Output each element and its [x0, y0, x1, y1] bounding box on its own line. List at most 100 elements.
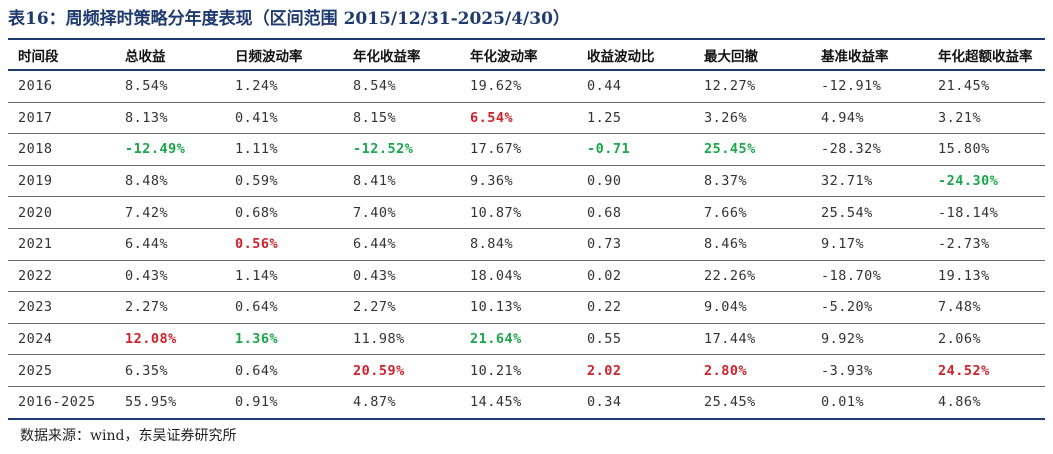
value-cell: 6.35% — [115, 354, 225, 387]
value-cell: 8.54% — [343, 70, 460, 103]
value-cell: 20.59% — [343, 354, 460, 387]
period-cell: 2016-2025 — [8, 386, 115, 420]
data-source-note: 数据来源：wind，东吴证券研究所 — [20, 428, 237, 444]
value-cell: 1.36% — [225, 323, 343, 356]
value-cell: 0.59% — [225, 165, 343, 198]
value-cell: 6.44% — [115, 228, 225, 261]
table-row: 2019 8.48% 0.59% 8.41% 9.36% 0.90 8.37% 32.71% -… — [8, 165, 1045, 198]
value-cell: 19.13% — [928, 260, 1045, 293]
period-cell: 2017 — [8, 102, 115, 135]
value-cell: 17.44% — [694, 323, 811, 356]
value-cell: 21.45% — [928, 70, 1045, 103]
value-cell: 0.64% — [225, 291, 343, 324]
period-cell: 2020 — [8, 196, 115, 229]
value-cell: 0.41% — [225, 102, 343, 135]
table-row: 2017 8.13% 0.41% 8.15% 6.54% 1.25 3.26% 4.94% 3.… — [8, 102, 1045, 135]
table-row: 2016 8.54% 1.24% 8.54% 19.62% 0.44 12.27% -12.9… — [8, 70, 1045, 103]
table-row: 2023 2.27% 0.64% 2.27% 10.13% 0.22 9.04% -5.20%… — [8, 291, 1045, 324]
value-cell: 2.02 — [577, 354, 694, 387]
value-cell: 8.84% — [460, 228, 577, 261]
value-cell: 8.37% — [694, 165, 811, 198]
value-cell: 0.22 — [577, 291, 694, 324]
value-cell: 0.64% — [225, 354, 343, 387]
performance-table: 时间段 总收益 日频波动率 年化收益率 年化波动率 收益波动比 最大回撤 基准收益率 年化超额收… — [8, 38, 1045, 420]
period-cell: 2024 — [8, 323, 115, 356]
table-row: 2024 12.08% 1.36% 11.98% 21.64% 0.55 17.44% 9.9… — [8, 323, 1045, 356]
value-cell: 6.54% — [460, 102, 577, 135]
value-cell: 0.68 — [577, 196, 694, 229]
value-cell: 8.13% — [115, 102, 225, 135]
value-cell: 14.45% — [460, 386, 577, 420]
value-cell: 0.55 — [577, 323, 694, 356]
column-header: 年化波动率 — [460, 39, 577, 71]
value-cell: 17.67% — [460, 133, 577, 166]
value-cell: 1.11% — [225, 133, 343, 166]
value-cell: 7.40% — [343, 196, 460, 229]
value-cell: 18.04% — [460, 260, 577, 293]
period-cell: 2022 — [8, 260, 115, 293]
value-cell: 3.21% — [928, 102, 1045, 135]
value-cell: 7.48% — [928, 291, 1045, 324]
value-cell: 10.21% — [460, 354, 577, 387]
column-header: 总收益 — [115, 39, 225, 71]
period-cell: 2023 — [8, 291, 115, 324]
value-cell: -18.14% — [928, 196, 1045, 229]
value-cell: 0.90 — [577, 165, 694, 198]
value-cell: -2.73% — [928, 228, 1045, 261]
value-cell: 15.80% — [928, 133, 1045, 166]
value-cell: 25.45% — [694, 133, 811, 166]
table-row: 2018 -12.49% 1.11% -12.52% 17.67% -0.71 25.45%… — [8, 133, 1045, 166]
period-cell: 2016 — [8, 70, 115, 103]
table-row: 2025 6.35% 0.64% 20.59% 10.21% 2.02 2.80% -3.93… — [8, 354, 1045, 387]
value-cell: -0.71 — [577, 133, 694, 166]
table-body: 2016 8.54% 1.24% 8.54% 19.62% 0.44 12.27% -12.9… — [8, 70, 1045, 420]
value-cell: -28.32% — [811, 133, 928, 166]
value-cell: 0.34 — [577, 386, 694, 420]
column-header: 年化超额收益率 — [928, 39, 1045, 71]
value-cell: 32.71% — [811, 165, 928, 198]
table-row: 2021 6.44% 0.56% 6.44% 8.84% 0.73 8.46% 9.17% -2… — [8, 228, 1045, 261]
value-cell: -3.93% — [811, 354, 928, 387]
value-cell: 0.43% — [343, 260, 460, 293]
column-header: 最大回撤 — [694, 39, 811, 71]
value-cell: 4.86% — [928, 386, 1045, 420]
value-cell: 2.06% — [928, 323, 1045, 356]
value-cell: 22.26% — [694, 260, 811, 293]
value-cell: 10.13% — [460, 291, 577, 324]
value-cell: 8.41% — [343, 165, 460, 198]
value-cell: 0.02 — [577, 260, 694, 293]
value-cell: 19.62% — [460, 70, 577, 103]
value-cell: 25.54% — [811, 196, 928, 229]
value-cell: -12.52% — [343, 133, 460, 166]
value-cell: 24.52% — [928, 354, 1045, 387]
value-cell: 1.25 — [577, 102, 694, 135]
value-cell: 7.66% — [694, 196, 811, 229]
table-row: 2020 7.42% 0.68% 7.40% 10.87% 0.68 7.66% 25.54%… — [8, 196, 1045, 229]
column-header: 年化收益率 — [343, 39, 460, 71]
value-cell: 25.45% — [694, 386, 811, 420]
column-header: 日频波动率 — [225, 39, 343, 71]
value-cell: 0.73 — [577, 228, 694, 261]
value-cell: 10.87% — [460, 196, 577, 229]
value-cell: 0.56% — [225, 228, 343, 261]
value-cell: 0.44 — [577, 70, 694, 103]
period-cell: 2018 — [8, 133, 115, 166]
value-cell: 2.80% — [694, 354, 811, 387]
value-cell: 12.27% — [694, 70, 811, 103]
value-cell: 9.17% — [811, 228, 928, 261]
value-cell: -12.49% — [115, 133, 225, 166]
column-header: 时间段 — [8, 39, 115, 71]
value-cell: 12.08% — [115, 323, 225, 356]
value-cell: -18.70% — [811, 260, 928, 293]
period-cell: 2025 — [8, 354, 115, 387]
value-cell: 0.43% — [115, 260, 225, 293]
value-cell: 8.15% — [343, 102, 460, 135]
value-cell: 3.26% — [694, 102, 811, 135]
value-cell: 4.94% — [811, 102, 928, 135]
value-cell: 1.14% — [225, 260, 343, 293]
value-cell: 9.36% — [460, 165, 577, 198]
value-cell: 11.98% — [343, 323, 460, 356]
period-cell: 2019 — [8, 165, 115, 198]
value-cell: 8.48% — [115, 165, 225, 198]
value-cell: -5.20% — [811, 291, 928, 324]
